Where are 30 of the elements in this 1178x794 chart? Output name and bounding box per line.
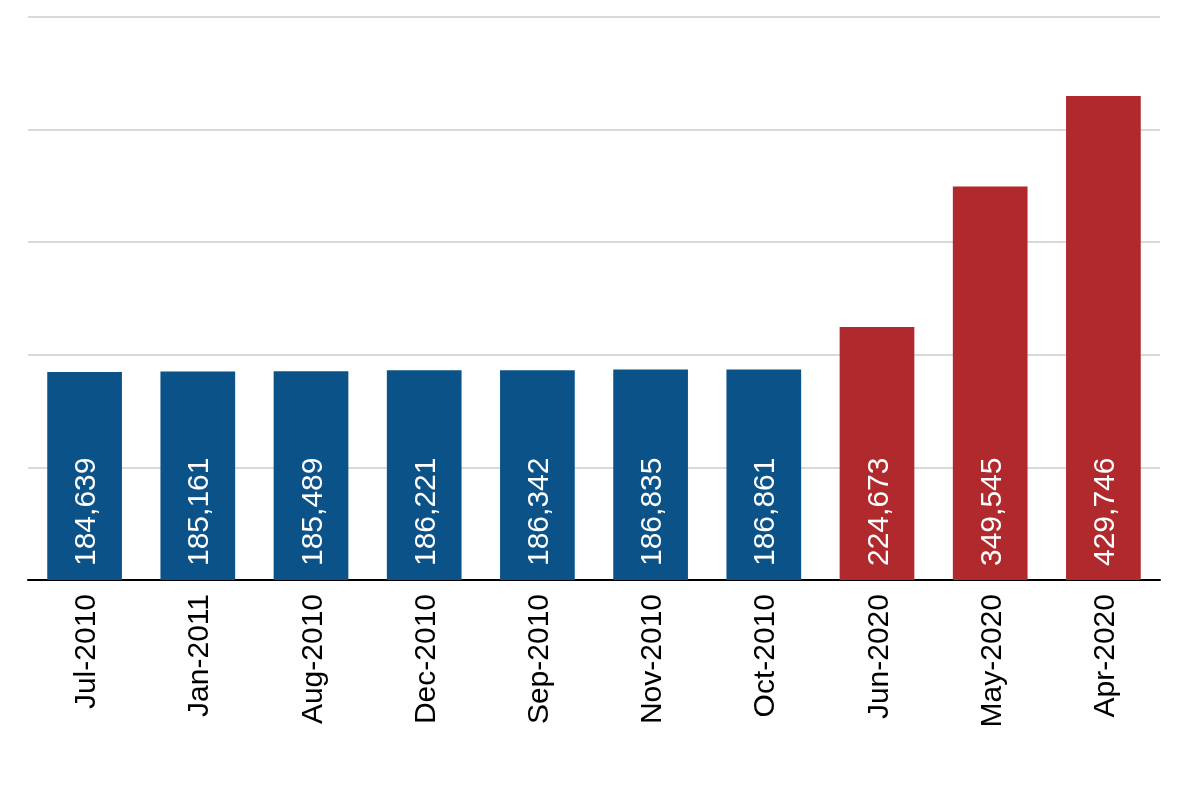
- bar: [613, 369, 688, 580]
- data-label: 224,673: [860, 457, 894, 566]
- bar: [500, 370, 575, 580]
- bar: [47, 372, 122, 580]
- data-label: 185,161: [181, 457, 215, 566]
- bar: [273, 371, 349, 580]
- x-tick-label: Jul-2010: [68, 594, 102, 710]
- x-tick-label: Apr-2020: [1086, 594, 1120, 718]
- x-tick-label: Dec-2010: [407, 594, 441, 725]
- data-label: 349,545: [973, 457, 1007, 566]
- bar: [386, 370, 462, 580]
- bar: [839, 327, 915, 580]
- data-label: 185,489: [294, 457, 328, 566]
- bar: [1066, 96, 1141, 580]
- data-label: 186,835: [634, 457, 668, 566]
- data-label: 186,861: [747, 457, 781, 566]
- x-tick-label: May-2020: [973, 594, 1007, 728]
- data-label: 186,221: [407, 457, 441, 566]
- x-tick-label: Jan-2011: [181, 594, 215, 717]
- x-tick-label: Nov-2010: [634, 594, 668, 725]
- x-tick-label: Aug-2010: [294, 594, 328, 725]
- x-tick-label: Jun-2020: [860, 594, 894, 720]
- data-label: 429,746: [1086, 457, 1120, 566]
- x-tick-label: Sep-2010: [520, 594, 554, 725]
- bar: [726, 369, 802, 580]
- data-label: 186,342: [520, 457, 554, 566]
- data-label: 184,639: [68, 457, 102, 566]
- x-tick-label: Oct-2010: [747, 594, 781, 718]
- bar: [952, 186, 1028, 580]
- bar: [160, 371, 236, 580]
